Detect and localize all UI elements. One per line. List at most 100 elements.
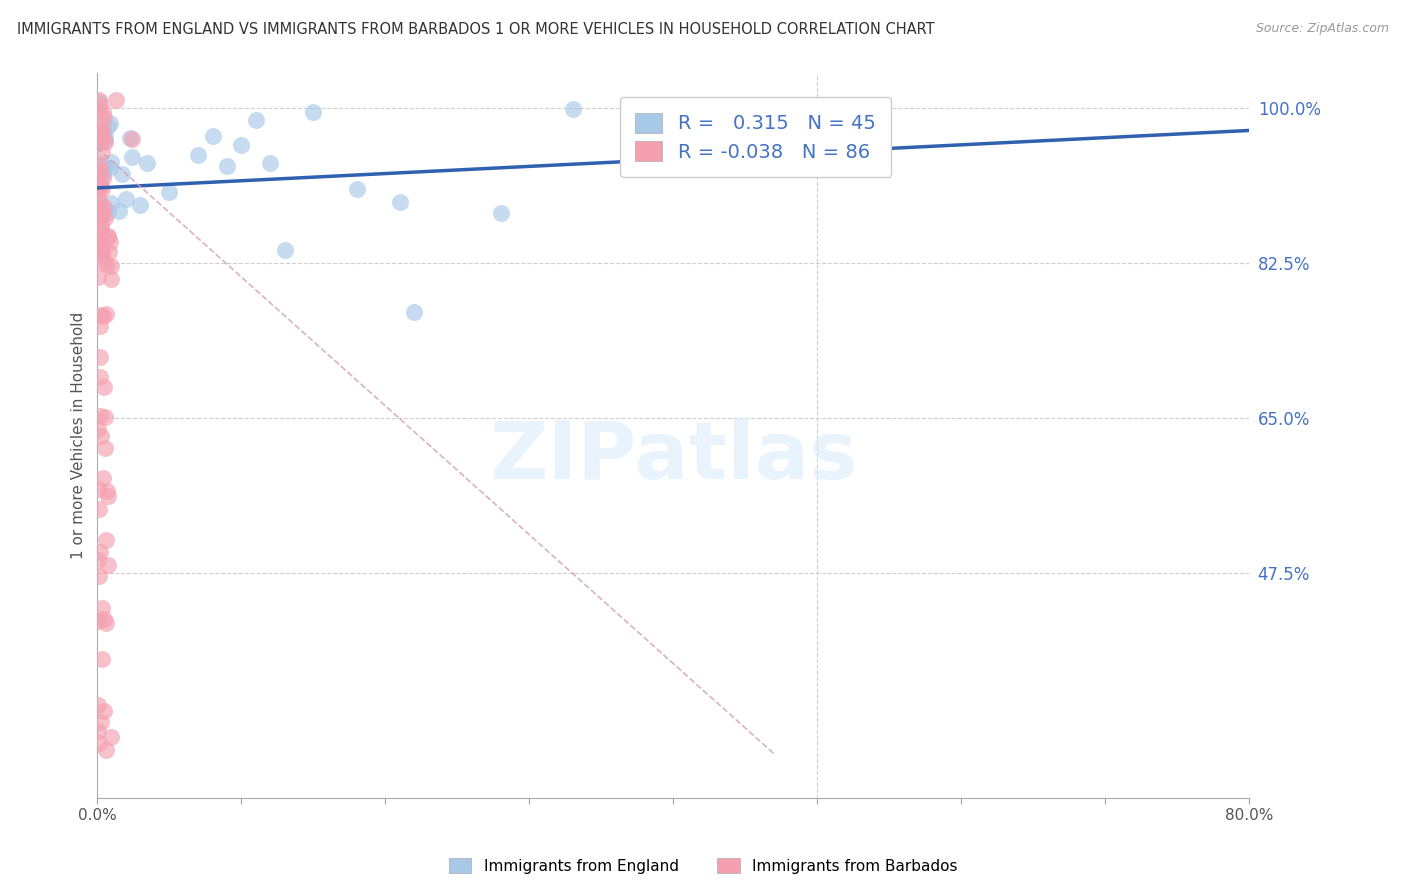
Text: IMMIGRANTS FROM ENGLAND VS IMMIGRANTS FROM BARBADOS 1 OR MORE VEHICLES IN HOUSEH: IMMIGRANTS FROM ENGLAND VS IMMIGRANTS FR… [17, 22, 935, 37]
Point [89, 219, 111, 234]
Point [87, 270, 110, 285]
Text: ZIPatlas: ZIPatlas [489, 418, 858, 496]
Point [89, 195, 111, 210]
Point [91, 181, 114, 195]
Point [96, 229, 118, 244]
Point [89, 160, 111, 174]
Point [90, 208, 112, 222]
Point [90, 127, 112, 141]
Point [90, 308, 112, 322]
Point [104, 93, 127, 107]
Point [259, 155, 281, 169]
Point [87, 156, 110, 170]
Point [201, 128, 224, 143]
Point [97, 228, 120, 243]
Point [87, 553, 110, 567]
Point [93, 124, 115, 138]
Point [302, 105, 325, 120]
Point [489, 206, 512, 220]
Point [561, 102, 583, 116]
Point [108, 204, 131, 219]
Point [91, 128, 114, 142]
Point [136, 156, 159, 170]
Point [87, 107, 110, 121]
Point [245, 112, 267, 127]
Point [89, 231, 111, 245]
Point [90, 207, 112, 221]
Point [91, 159, 114, 173]
Point [91, 128, 114, 142]
Point [404, 304, 426, 318]
Point [93, 309, 115, 323]
Point [97, 558, 120, 572]
Point [87, 482, 110, 496]
Point [87, 736, 110, 750]
Point [89, 178, 111, 192]
Point [98, 244, 121, 259]
Point [97, 204, 120, 219]
Point [87, 136, 110, 150]
Point [118, 131, 141, 145]
Point [93, 255, 115, 269]
Point [91, 105, 114, 120]
Point [231, 138, 253, 153]
Point [94, 743, 117, 757]
Point [98, 235, 121, 250]
Point [91, 201, 114, 215]
Point [94, 533, 117, 547]
Point [94, 616, 117, 631]
Point [97, 489, 120, 503]
Point [100, 154, 122, 169]
Point [90, 714, 112, 729]
Point [90, 227, 112, 242]
Point [87, 95, 110, 110]
Legend: R =   0.315   N = 45, R = -0.038   N = 86: R = 0.315 N = 45, R = -0.038 N = 86 [620, 97, 891, 178]
Point [93, 111, 115, 125]
Point [90, 223, 112, 237]
Point [121, 150, 143, 164]
Point [100, 731, 122, 745]
Point [89, 370, 111, 384]
Point [89, 545, 111, 559]
Point [90, 246, 112, 260]
Point [98, 116, 121, 130]
Point [87, 128, 110, 142]
Point [129, 198, 152, 212]
Point [100, 161, 122, 175]
Point [91, 145, 114, 159]
Point [346, 182, 368, 196]
Point [89, 245, 111, 260]
Point [96, 258, 118, 272]
Point [100, 271, 122, 285]
Point [114, 192, 136, 206]
Point [87, 724, 110, 739]
Point [90, 132, 112, 146]
Point [93, 161, 115, 175]
Point [89, 99, 111, 113]
Point [90, 218, 112, 232]
Point [90, 165, 112, 179]
Point [111, 167, 134, 181]
Point [90, 203, 112, 218]
Point [100, 260, 122, 274]
Point [96, 484, 118, 499]
Point [93, 162, 115, 177]
Point [87, 178, 110, 193]
Point [89, 198, 111, 212]
Point [89, 192, 111, 206]
Point [89, 165, 111, 179]
Text: Source: ZipAtlas.com: Source: ZipAtlas.com [1256, 22, 1389, 36]
Point [93, 704, 115, 718]
Point [87, 698, 110, 712]
Point [89, 409, 111, 424]
Point [89, 350, 111, 364]
Point [87, 202, 110, 216]
Point [87, 614, 110, 628]
Point [89, 177, 111, 191]
Point [94, 135, 117, 149]
Point [100, 196, 122, 211]
Point [91, 246, 114, 260]
Point [91, 652, 114, 666]
Point [87, 125, 110, 139]
Point [94, 134, 117, 148]
